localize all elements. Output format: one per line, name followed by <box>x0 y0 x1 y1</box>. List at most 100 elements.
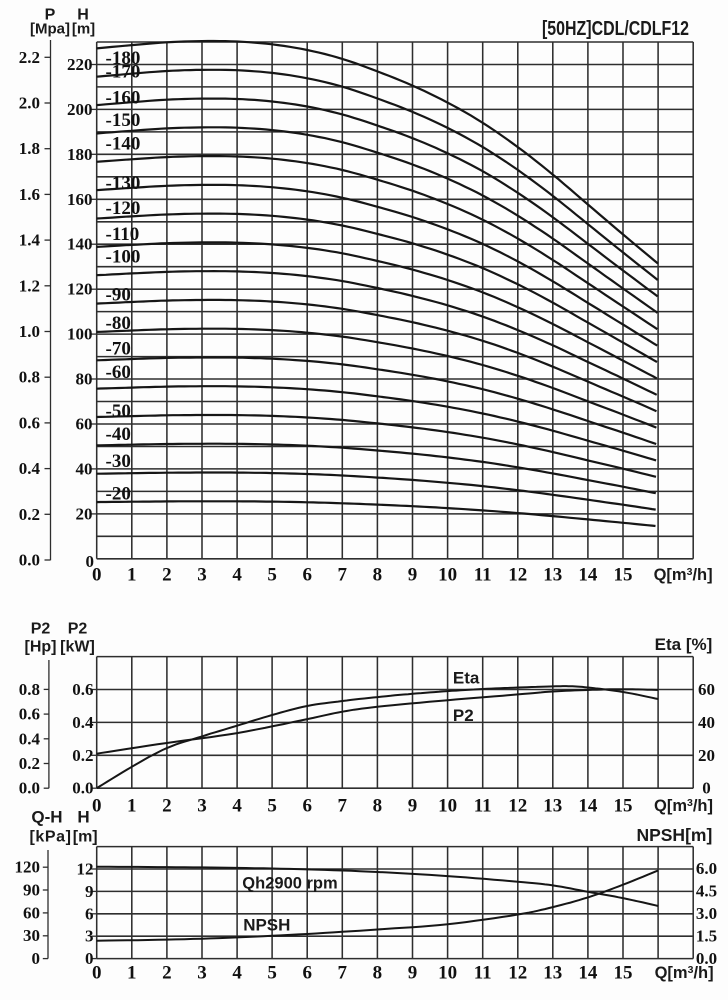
svg-text:0.4: 0.4 <box>72 713 94 732</box>
svg-text:8: 8 <box>373 796 383 817</box>
svg-text:-160: -160 <box>106 87 141 108</box>
svg-text:-180: -180 <box>106 48 141 69</box>
svg-text:2: 2 <box>162 963 172 984</box>
svg-text:12: 12 <box>77 860 94 879</box>
svg-text:6: 6 <box>85 904 94 923</box>
svg-text:6.0: 6.0 <box>696 859 717 878</box>
svg-text:Qh2900 rpm: Qh2900 rpm <box>242 875 337 893</box>
svg-text:Q-H: Q-H <box>31 808 62 827</box>
svg-text:[kW]: [kW] <box>60 639 95 656</box>
svg-text:11: 11 <box>474 796 492 817</box>
svg-text:0.6: 0.6 <box>72 680 93 699</box>
svg-text:7: 7 <box>338 963 348 984</box>
svg-text:3.0: 3.0 <box>696 904 717 923</box>
svg-text:[m]: [m] <box>72 21 95 38</box>
svg-text:160: 160 <box>67 190 93 209</box>
svg-text:13: 13 <box>543 565 562 586</box>
svg-text:0: 0 <box>92 963 102 984</box>
svg-text:9: 9 <box>408 565 418 586</box>
svg-text:120: 120 <box>67 280 93 299</box>
svg-text:4: 4 <box>232 565 242 586</box>
svg-text:-60: -60 <box>106 362 131 383</box>
svg-text:1: 1 <box>127 565 137 586</box>
svg-text:20: 20 <box>76 504 93 523</box>
svg-text:12: 12 <box>508 963 527 984</box>
svg-text:7: 7 <box>338 796 348 817</box>
svg-text:Eta: Eta <box>453 669 480 688</box>
svg-text:140: 140 <box>67 235 93 254</box>
svg-text:-170: -170 <box>106 62 141 83</box>
svg-text:-90: -90 <box>106 284 131 305</box>
svg-text:0.6: 0.6 <box>19 705 40 724</box>
svg-text:11: 11 <box>474 963 492 984</box>
svg-text:1.8: 1.8 <box>19 139 40 158</box>
svg-text:0.0: 0.0 <box>696 949 717 968</box>
svg-text:Q[m3/h]: Q[m3/h] <box>654 566 713 584</box>
svg-text:180: 180 <box>67 145 93 164</box>
svg-text:60: 60 <box>76 415 93 434</box>
svg-text:0.2: 0.2 <box>19 505 40 524</box>
svg-text:0: 0 <box>92 796 102 817</box>
svg-text:7: 7 <box>338 565 348 586</box>
svg-text:8: 8 <box>373 963 383 984</box>
svg-text:6: 6 <box>302 565 312 586</box>
svg-text:[50HZ]CDL/CDLF12: [50HZ]CDL/CDLF12 <box>542 18 689 40</box>
svg-text:H: H <box>77 7 89 24</box>
svg-text:120: 120 <box>15 858 41 877</box>
svg-text:0: 0 <box>702 779 711 798</box>
svg-text:15: 15 <box>614 963 633 984</box>
svg-text:0.8: 0.8 <box>19 368 40 387</box>
svg-text:15: 15 <box>614 796 633 817</box>
svg-text:40: 40 <box>698 713 715 732</box>
svg-text:8: 8 <box>373 565 383 586</box>
svg-text:80: 80 <box>76 370 93 389</box>
svg-text:0: 0 <box>86 552 95 571</box>
svg-text:40: 40 <box>76 459 93 478</box>
svg-text:3: 3 <box>197 565 207 586</box>
svg-text:1.5: 1.5 <box>696 926 717 945</box>
svg-text:[kPa]: [kPa] <box>29 829 71 846</box>
svg-text:NPSH[m]: NPSH[m] <box>636 825 712 845</box>
svg-text:Eta [%]: Eta [%] <box>655 635 713 654</box>
svg-text:13: 13 <box>543 796 562 817</box>
svg-text:H: H <box>77 808 89 827</box>
svg-text:6: 6 <box>302 963 312 984</box>
svg-text:0.0: 0.0 <box>19 779 40 798</box>
svg-text:3: 3 <box>197 963 207 984</box>
svg-text:0.6: 0.6 <box>19 413 40 432</box>
svg-text:2.2: 2.2 <box>19 48 40 67</box>
svg-text:90: 90 <box>23 881 40 900</box>
svg-text:-80: -80 <box>106 313 131 334</box>
svg-text:6: 6 <box>302 796 312 817</box>
svg-text:11: 11 <box>474 565 492 586</box>
svg-text:10: 10 <box>438 963 457 984</box>
svg-text:P2: P2 <box>68 621 88 638</box>
svg-text:Q[m3/h]: Q[m3/h] <box>654 797 713 815</box>
svg-text:9: 9 <box>85 882 94 901</box>
svg-text:60: 60 <box>698 680 715 699</box>
svg-text:0.4: 0.4 <box>19 729 41 748</box>
svg-text:-40: -40 <box>106 424 131 445</box>
svg-text:15: 15 <box>614 565 633 586</box>
svg-text:-20: -20 <box>106 484 131 505</box>
svg-text:13: 13 <box>543 963 562 984</box>
svg-text:-110: -110 <box>106 224 140 245</box>
svg-text:220: 220 <box>67 55 93 74</box>
svg-text:1.6: 1.6 <box>19 185 40 204</box>
svg-text:4: 4 <box>232 796 242 817</box>
svg-text:14: 14 <box>578 963 598 984</box>
svg-text:P2: P2 <box>453 706 474 725</box>
svg-text:9: 9 <box>408 796 418 817</box>
svg-text:[Hp]: [Hp] <box>25 639 57 656</box>
svg-text:4.5: 4.5 <box>696 882 717 901</box>
svg-text:P2: P2 <box>31 621 51 638</box>
svg-text:-130: -130 <box>106 173 141 194</box>
svg-text:5: 5 <box>267 565 277 586</box>
svg-text:1: 1 <box>127 796 137 817</box>
svg-text:12: 12 <box>508 796 527 817</box>
svg-text:[m]: [m] <box>73 829 98 846</box>
svg-text:0: 0 <box>92 565 102 586</box>
svg-text:14: 14 <box>578 796 598 817</box>
svg-text:-50: -50 <box>106 401 131 422</box>
svg-text:0.4: 0.4 <box>19 459 41 478</box>
